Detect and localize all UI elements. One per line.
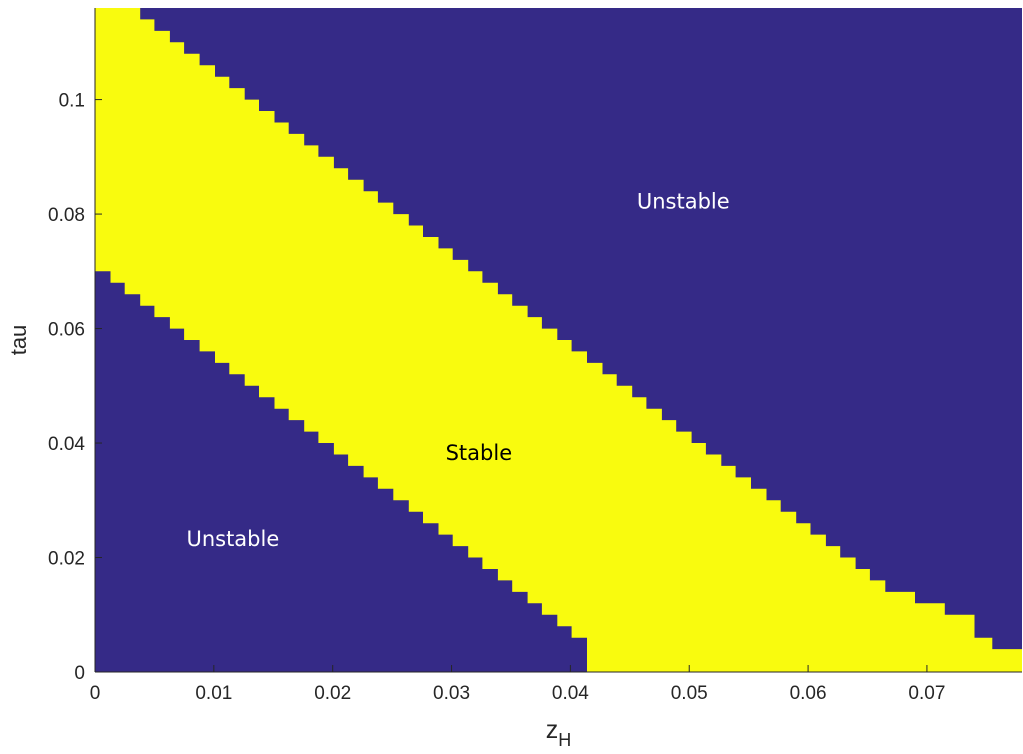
- x-tick-label: 0.07: [908, 683, 945, 704]
- region-labels: Unstable Stable Unstable: [186, 189, 729, 551]
- stable-label: Stable: [446, 441, 513, 465]
- y-tick-label: 0.02: [48, 549, 85, 570]
- x-axis-label-main: z: [546, 716, 559, 744]
- y-axis-ticks: 0 0.02 0.04 0.06 0.08 0.1: [48, 91, 102, 684]
- plot-area: [95, 8, 1022, 672]
- unstable-label: Unstable: [637, 189, 730, 213]
- y-axis-label: tau: [6, 325, 31, 356]
- x-axis-label-subscript: H: [558, 730, 571, 750]
- y-tick-label: 0.04: [48, 434, 85, 455]
- x-tick-label: 0.02: [314, 683, 351, 704]
- x-tick-label: 0.06: [790, 683, 827, 704]
- x-tick-label: 0.01: [195, 683, 232, 704]
- x-tick-label: 0.05: [671, 683, 708, 704]
- y-tick-label: 0: [74, 663, 85, 684]
- y-tick-label: 0.1: [59, 91, 85, 112]
- unstable-label: Unstable: [186, 527, 279, 551]
- stable-region: [95, 8, 1022, 672]
- y-tick-label: 0.06: [48, 320, 85, 341]
- x-tick-label: 0: [90, 683, 101, 704]
- x-axis-ticks: 0 0.01 0.02 0.03 0.04 0.05 0.06 0.07: [90, 665, 945, 704]
- x-tick-label: 0.04: [552, 683, 589, 704]
- y-tick-label: 0.08: [48, 205, 85, 226]
- x-axis-label: zH: [546, 716, 572, 750]
- x-tick-label: 0.03: [433, 683, 470, 704]
